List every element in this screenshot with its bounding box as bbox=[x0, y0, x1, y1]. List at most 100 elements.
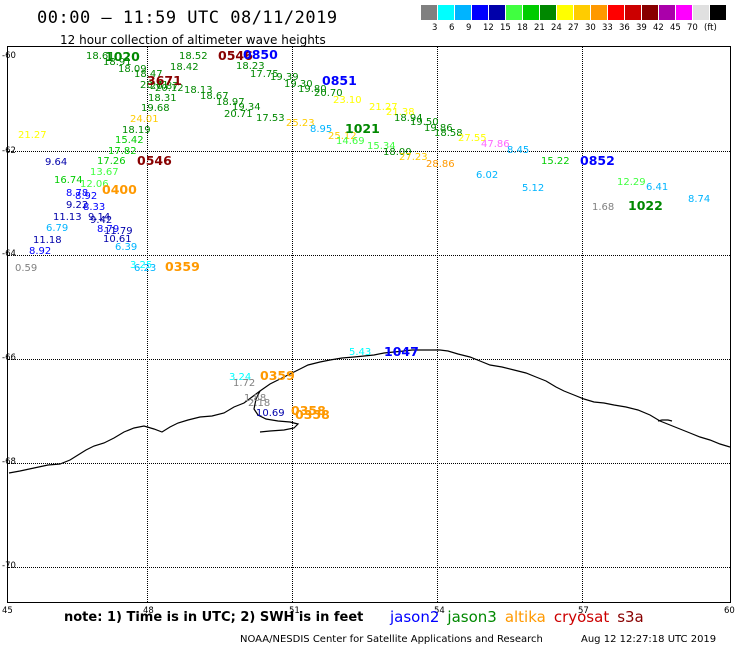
latitude-label: -66 bbox=[2, 353, 16, 363]
swh-observation: 15.34 bbox=[367, 141, 396, 152]
swh-observation: 19.50 bbox=[410, 117, 439, 128]
pass-time-label: 0852 bbox=[580, 153, 615, 168]
swh-observation: 13.67 bbox=[90, 167, 119, 178]
swh-observation: 18.91 bbox=[103, 57, 132, 68]
swh-observation: 1.68 bbox=[592, 202, 615, 213]
swh-observation: 21.38 bbox=[386, 107, 415, 118]
scale-swatch bbox=[523, 5, 539, 20]
scale-tick-label: (ft) bbox=[704, 23, 717, 33]
longitude-label: 48 bbox=[143, 606, 154, 616]
swh-observation: 18.09 bbox=[118, 64, 147, 75]
swh-observation: 1.72 bbox=[233, 378, 256, 389]
pass-time-label: 0358 bbox=[291, 403, 326, 418]
swh-observation: 9.42 bbox=[90, 215, 113, 226]
swh-observation: 5.12 bbox=[522, 183, 545, 194]
bay-inlet bbox=[253, 390, 300, 433]
parallel-gridline bbox=[8, 359, 730, 360]
swh-observation: 17.53 bbox=[256, 113, 285, 124]
swh-observation: 17.75 bbox=[250, 69, 279, 80]
scale-swatch bbox=[659, 5, 675, 20]
swh-observation: 27.55 bbox=[458, 133, 487, 144]
scale-swatch bbox=[591, 5, 607, 20]
swh-observation: 20.71 bbox=[140, 80, 169, 91]
satellite-jason2: jason2 bbox=[390, 608, 440, 626]
scale-swatch bbox=[472, 5, 488, 20]
pass-time-label: 1047 bbox=[384, 344, 419, 359]
scale-swatch bbox=[625, 5, 641, 20]
swh-observation: 19.34 bbox=[232, 102, 261, 113]
swh-observation: 6.02 bbox=[476, 170, 499, 181]
scale-tick-label: 27 bbox=[568, 23, 579, 33]
longitude-label: 54 bbox=[434, 606, 445, 616]
scale-swatch bbox=[693, 5, 709, 20]
pass-time-label: 0546 bbox=[218, 48, 253, 63]
swh-observation: 20.71 bbox=[224, 109, 253, 120]
scale-tick-label: 9 bbox=[466, 23, 472, 33]
swh-observation: 20.12 bbox=[155, 83, 184, 94]
scale-swatch bbox=[642, 5, 658, 20]
small-island bbox=[657, 419, 673, 422]
scale-swatch bbox=[455, 5, 471, 20]
swh-observation: 5.43 bbox=[349, 347, 372, 358]
scale-swatch bbox=[574, 5, 590, 20]
swh-observation: 18.00 bbox=[383, 147, 412, 158]
swh-observation: 18.19 bbox=[122, 125, 151, 136]
pass-time-label: 0850 bbox=[243, 47, 278, 62]
swh-observation: 3.24 bbox=[229, 372, 252, 383]
scale-swatch bbox=[438, 5, 454, 20]
swh-observation: 18.47 bbox=[134, 69, 163, 80]
latitude-label: -60 bbox=[2, 51, 16, 61]
swh-observation: 28.86 bbox=[426, 159, 455, 170]
longitude-label: 45 bbox=[2, 606, 13, 616]
swh-observation: 18.52 bbox=[179, 51, 208, 62]
scale-swatch bbox=[608, 5, 624, 20]
map-title: 00:00 — 11:59 UTC 08/11/2019 bbox=[37, 8, 338, 28]
map-frame bbox=[7, 46, 731, 603]
swh-observation: 15.42 bbox=[115, 135, 144, 146]
swh-observation: 24.01 bbox=[130, 114, 159, 125]
swh-observation: 18.61 bbox=[86, 51, 115, 62]
scale-swatch bbox=[557, 5, 573, 20]
swh-observation: 18.97 bbox=[216, 97, 245, 108]
latitude-label: -64 bbox=[2, 249, 16, 259]
scale-tick-label: 18 bbox=[517, 23, 528, 33]
meridian-gridline bbox=[147, 47, 148, 602]
swh-observation: 11.79 bbox=[104, 226, 133, 237]
swh-observation: 18.42 bbox=[170, 62, 199, 73]
scale-swatch bbox=[710, 5, 726, 20]
meridian-gridline bbox=[292, 47, 293, 602]
longitude-label: 57 bbox=[578, 606, 589, 616]
swh-observation: 25.23 bbox=[286, 118, 315, 129]
parallel-gridline bbox=[8, 151, 730, 152]
swh-observation: 6.39 bbox=[115, 242, 138, 253]
swh-observation: 21.27 bbox=[18, 130, 47, 141]
swh-observation: 9.22 bbox=[66, 200, 89, 211]
scale-swatch bbox=[676, 5, 692, 20]
pass-time-label: 0359 bbox=[260, 368, 295, 383]
swh-observation: 3.25 bbox=[130, 260, 153, 271]
coastline-svg bbox=[8, 349, 730, 474]
scale-tick-label: 42 bbox=[653, 23, 664, 33]
swh-observation: 18.67 bbox=[200, 91, 229, 102]
map-subtitle: 12 hour collection of altimeter wave hei… bbox=[60, 33, 326, 47]
footer-credit: NOAA/NESDIS Center for Satellite Applica… bbox=[240, 634, 543, 645]
swh-observation: 20.87 bbox=[150, 81, 179, 92]
meridian-gridline bbox=[582, 47, 583, 602]
pass-time-label: 0358 bbox=[295, 407, 330, 422]
swh-observation: 0.59 bbox=[15, 263, 38, 274]
latitude-label: -68 bbox=[2, 457, 16, 467]
swh-observation: 19.86 bbox=[424, 123, 453, 134]
swh-observation: 19.80 bbox=[298, 84, 327, 95]
swh-observation: 8.45 bbox=[507, 145, 530, 156]
satellite-jason3: jason3 bbox=[447, 608, 497, 626]
longitude-label: 51 bbox=[289, 606, 300, 616]
swh-observation: 18.13 bbox=[184, 85, 213, 96]
swh-observation: 8.92 bbox=[29, 246, 52, 257]
swh-observation: 18.31 bbox=[148, 93, 177, 104]
scale-swatch bbox=[540, 5, 556, 20]
swh-observation: 17.26 bbox=[97, 156, 126, 167]
swh-observation: 1.88 bbox=[244, 393, 267, 404]
pass-time-label: 0400 bbox=[102, 182, 137, 197]
swh-observation: 8.78 bbox=[66, 188, 89, 199]
swh-observation: 20.70 bbox=[314, 88, 343, 99]
